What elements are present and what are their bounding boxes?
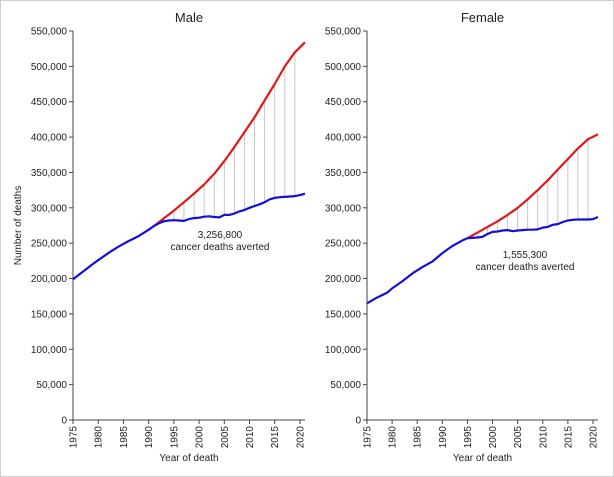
averted-label: cancer deaths averted [171, 242, 270, 253]
x-tick-label: 2020 [295, 426, 306, 449]
y-tick-label: 550,000 [325, 27, 362, 38]
y-tick-label: 450,000 [31, 97, 68, 108]
y-tick-label: 450,000 [325, 97, 362, 108]
x-tick-label: 2010 [245, 426, 256, 449]
male-panel: Male 0 50,000 100,000 150,000 200,000 250,000 3… [13, 10, 306, 464]
x-tick-label: 1995 [463, 426, 474, 449]
x-tick-label: 1990 [438, 426, 449, 449]
averted-label: cancer deaths averted [476, 262, 575, 273]
y-axis-label: Number of deaths [13, 186, 24, 266]
y-tick-label: 200,000 [31, 274, 68, 285]
x-tick-label: 1985 [119, 426, 130, 449]
y-tick-label: 150,000 [31, 309, 68, 320]
y-tick-label: 250,000 [31, 239, 68, 250]
x-tick-label: 1975 [363, 426, 374, 449]
x-tick-label: 2015 [270, 426, 281, 449]
y-tick-label: 350,000 [325, 168, 362, 179]
y-tick-label: 150,000 [325, 309, 362, 320]
y-tick-label: 250,000 [325, 239, 362, 250]
y-tick-label: 50,000 [36, 380, 67, 391]
x-tick-label: 1980 [94, 426, 105, 449]
y-tick-label: 300,000 [31, 203, 68, 214]
y-tick-label: 500,000 [325, 62, 362, 73]
x-tick-label: 1985 [413, 426, 424, 449]
y-tick-label: 200,000 [325, 274, 362, 285]
panel-title: Female [461, 10, 504, 25]
y-tick-label: 500,000 [31, 62, 68, 73]
expected-deaths-line [153, 41, 306, 228]
observed-deaths-line [72, 192, 306, 281]
x-tick-label: 2000 [488, 426, 499, 449]
averted-count: 3,256,800 [198, 230, 243, 241]
expected-deaths-line [466, 133, 599, 240]
x-tick-label: 2005 [220, 426, 231, 449]
y-tick-label: 400,000 [31, 133, 68, 144]
y-tick-label: 350,000 [31, 168, 68, 179]
y-tick-label: 100,000 [31, 345, 68, 356]
x-tick-label: 1990 [144, 426, 155, 449]
y-tick-label: 300,000 [325, 203, 362, 214]
x-axis-label: Year of death [453, 453, 512, 464]
x-tick-label: 2020 [588, 426, 599, 449]
x-tick-label: 1995 [169, 426, 180, 449]
x-axis-label: Year of death [159, 453, 218, 464]
female-panel: Female 0 50,000 100,000 150,000 200,000 250,00… [325, 10, 600, 464]
y-tick-label: 100,000 [325, 345, 362, 356]
x-tick-label: 1980 [388, 426, 399, 449]
observed-deaths-line [366, 215, 599, 305]
y-tick-label: 50,000 [330, 380, 361, 391]
y-tick-label: 400,000 [325, 133, 362, 144]
x-tick-label: 2010 [538, 426, 549, 449]
x-tick-label: 2005 [513, 426, 524, 449]
x-tick-label: 1975 [69, 426, 80, 449]
y-tick-label: 0 [355, 416, 361, 427]
x-tick-label: 2000 [195, 426, 206, 449]
x-tick-label: 2015 [563, 426, 574, 449]
averted-count: 1,555,300 [503, 250, 548, 261]
y-tick-label: 550,000 [31, 27, 68, 38]
y-tick-label: 0 [61, 416, 67, 427]
panel-title: Male [175, 10, 203, 25]
